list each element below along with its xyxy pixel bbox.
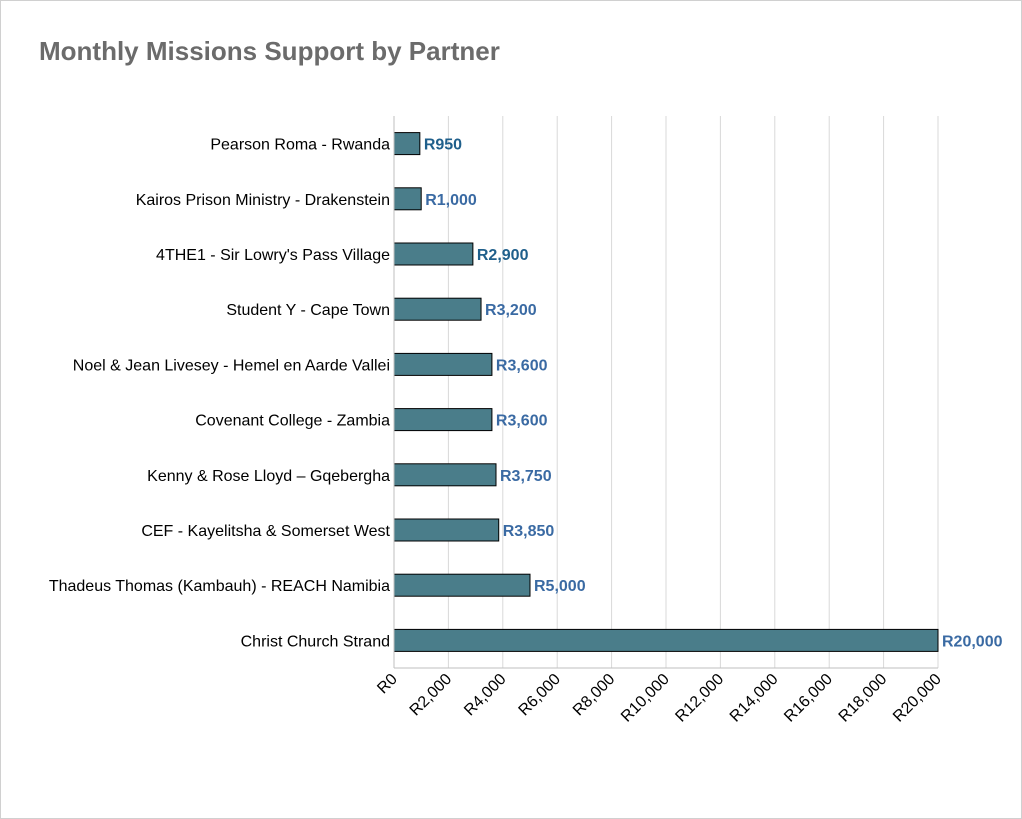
tick-label: R2,000: [407, 671, 456, 720]
gridlines: [447, 116, 939, 668]
category-label: Covenant College - Zambia: [195, 413, 390, 430]
data-label: R20,000: [942, 633, 1003, 650]
tick-label: R8,000: [570, 671, 619, 720]
tick-label: R14,000: [727, 671, 782, 726]
data-label: R950: [424, 137, 462, 154]
tick-label: R20,000: [890, 671, 945, 726]
tick-label: R16,000: [781, 671, 836, 726]
bar: [393, 352, 493, 376]
bar: [393, 628, 939, 652]
bar: [393, 297, 482, 321]
category-label: Kenny & Rose Lloyd – Gqebergha: [147, 468, 390, 485]
bar: [393, 187, 422, 211]
tick-label: R18,000: [836, 671, 891, 726]
data-label: R3,600: [496, 413, 548, 430]
tick-label: R4,000: [461, 671, 510, 720]
data-label: R5,000: [534, 578, 586, 595]
category-label: Student Y - Cape Town: [226, 302, 390, 319]
category-label: Pearson Roma - Rwanda: [210, 137, 390, 154]
data-label: R3,850: [503, 523, 555, 540]
bar: [393, 463, 497, 487]
bar: [393, 408, 493, 432]
category-labels: Pearson Roma - Rwanda Kairos Prison Minis…: [49, 137, 391, 651]
data-label: R3,600: [496, 357, 548, 374]
tick-label: R12,000: [672, 671, 727, 726]
data-label: R2,900: [477, 247, 529, 264]
tick-label: R0: [374, 671, 401, 698]
bar: [393, 573, 531, 597]
category-label: Kairos Prison Ministry - Drakenstein: [136, 192, 390, 209]
tick-label: R6,000: [516, 671, 565, 720]
chart-title: Monthly Missions Support by Partner: [39, 36, 500, 66]
axes: [393, 116, 938, 669]
category-label: CEF - Kayelitsha & Somerset West: [141, 523, 390, 540]
data-labels: R950 R1,000 R2,900 R3,200 R3,600 R3,600 R3,750…: [424, 137, 1003, 651]
category-label: Thadeus Thomas (Kambauh) - REACH Namibia: [49, 578, 390, 595]
bar: [393, 242, 474, 266]
category-label: Christ Church Strand: [241, 633, 390, 650]
data-label: R3,750: [500, 468, 552, 485]
category-label: 4THE1 - Sir Lowry's Pass Village: [156, 247, 390, 264]
bar: [393, 518, 500, 542]
category-label: Noel & Jean Livesey - Hemel en Aarde Val…: [73, 357, 390, 374]
tick-label: R10,000: [618, 671, 673, 726]
tick-labels: R0 R2,000 R4,000 R6,000 R8,000 R10,000 R12,000…: [374, 671, 945, 726]
bars: [393, 132, 939, 652]
data-label: R3,200: [485, 302, 537, 319]
bar: [393, 132, 421, 156]
data-label: R1,000: [425, 192, 477, 209]
